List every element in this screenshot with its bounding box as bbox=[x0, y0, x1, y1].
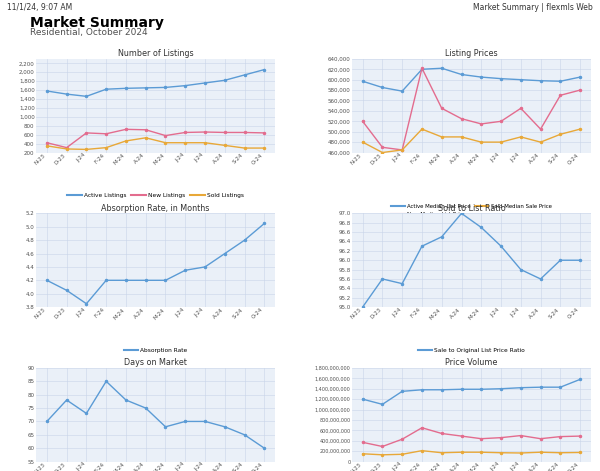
Title: Listing Prices: Listing Prices bbox=[445, 49, 498, 58]
Text: Residential, October 2024: Residential, October 2024 bbox=[30, 28, 148, 37]
Legend: Active Listings, New Listings, Sold Listings: Active Listings, New Listings, Sold List… bbox=[65, 191, 247, 201]
Legend: Sale to Original List Price Ratio: Sale to Original List Price Ratio bbox=[415, 346, 527, 355]
Text: 11/1/24, 9:07 AM: 11/1/24, 9:07 AM bbox=[7, 3, 73, 12]
Title: Days on Market: Days on Market bbox=[124, 358, 187, 367]
Title: Price Volume: Price Volume bbox=[445, 358, 497, 367]
Text: Market Summary: Market Summary bbox=[30, 16, 164, 31]
Text: Market Summary | flexmls Web: Market Summary | flexmls Web bbox=[473, 3, 593, 12]
Title: Sold to List Ratio: Sold to List Ratio bbox=[437, 203, 505, 212]
Title: Absorption Rate, in Months: Absorption Rate, in Months bbox=[101, 203, 210, 212]
Title: Number of Listings: Number of Listings bbox=[118, 49, 193, 58]
Legend: Absorption Rate: Absorption Rate bbox=[121, 346, 190, 355]
Legend: Active Median List Price, New Median List Price, Sold Median Sale Price: Active Median List Price, New Median Lis… bbox=[389, 202, 554, 219]
